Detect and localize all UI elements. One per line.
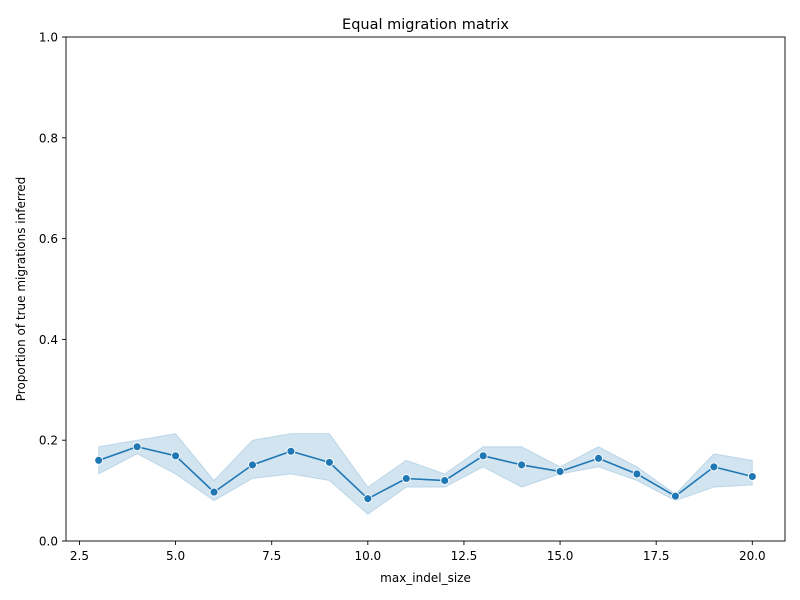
data-point — [94, 455, 104, 465]
y-tick-label: 1.0 — [39, 31, 58, 45]
x-tick-label: 2.5 — [70, 549, 89, 563]
x-tick-label: 17.5 — [643, 549, 670, 563]
x-tick-label: 20.0 — [739, 549, 766, 563]
series-line — [98, 445, 753, 500]
x-tick-label: 12.5 — [451, 549, 478, 563]
data-point — [248, 460, 257, 470]
data-point — [209, 487, 219, 497]
data-point — [401, 474, 411, 483]
data-point — [286, 446, 296, 456]
data-point — [670, 491, 680, 501]
data-point — [171, 451, 181, 461]
data-point — [747, 472, 757, 481]
y-tick-label: 0.0 — [39, 535, 58, 549]
y-tick-label: 0.4 — [39, 333, 58, 347]
data-point — [632, 469, 642, 479]
axes: 2.5 5.0 7.5 10.0 12.5 15.0 17.5 20.0 0.0 0.2 0.4 0.… — [39, 31, 786, 563]
data-point — [555, 467, 565, 476]
data-point — [363, 494, 373, 504]
x-tick-label: 7.5 — [262, 549, 281, 563]
x-tick-label: 10.0 — [354, 549, 381, 563]
y-tick-label: 0.8 — [39, 131, 58, 145]
confidence-band — [98, 433, 753, 515]
y-tick-label: 0.6 — [39, 232, 58, 246]
data-point — [478, 451, 488, 461]
plot-area — [94, 433, 757, 515]
x-tick-label: 15.0 — [547, 549, 574, 563]
y-axis-label: Proportion of true migrations inferred — [14, 177, 28, 401]
data-point — [440, 476, 450, 485]
data-point — [594, 453, 603, 463]
y-tick-label: 0.2 — [39, 434, 58, 448]
data-point — [709, 462, 719, 472]
chart-title: Equal migration matrix — [342, 17, 509, 33]
data-point — [517, 460, 527, 470]
x-axis-label: max_indel_size — [380, 571, 471, 585]
axes-frame — [65, 36, 786, 542]
data-point — [132, 442, 142, 452]
data-point — [324, 457, 334, 467]
x-tick-label: 5.0 — [166, 549, 185, 563]
